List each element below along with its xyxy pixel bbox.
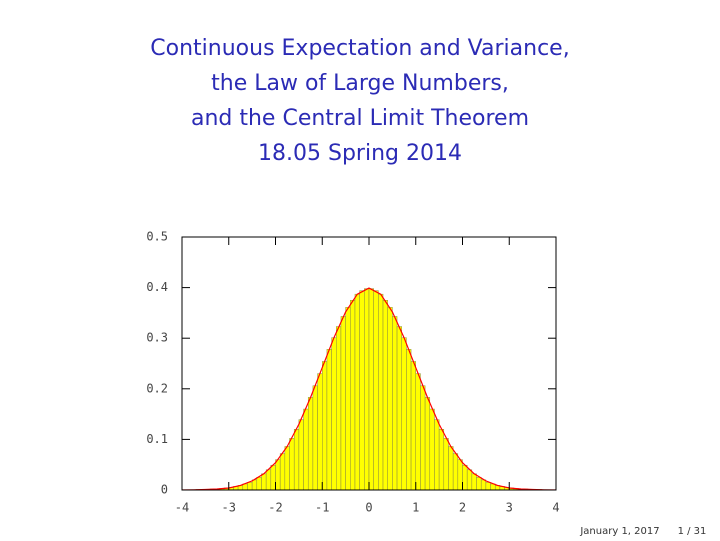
bar — [340, 316, 346, 491]
x-tick-label: 3 — [506, 501, 513, 515]
bar — [247, 482, 253, 491]
bar — [424, 397, 431, 491]
bar — [457, 459, 463, 491]
slide-title: the Law of Large Numbers, — [211, 71, 509, 96]
bar — [378, 293, 384, 491]
bar — [373, 290, 379, 491]
bar — [256, 477, 262, 491]
x-tick-label: 1 — [412, 501, 419, 515]
y-tick-label: 0.2 — [146, 381, 168, 395]
bar — [410, 361, 417, 491]
bar — [307, 397, 314, 491]
x-tick-label: -2 — [268, 501, 282, 515]
slide-title: Continuous Expectation and Variance, — [150, 36, 569, 61]
bar — [336, 326, 342, 491]
bar — [359, 290, 365, 491]
x-tick-label: -3 — [222, 501, 236, 515]
bar — [448, 446, 454, 491]
bar — [350, 300, 356, 491]
bar — [284, 446, 290, 491]
y-tick-label: 0.3 — [146, 331, 168, 345]
bar — [434, 419, 440, 491]
bar — [387, 307, 393, 491]
bar — [438, 429, 445, 491]
bar — [293, 429, 300, 491]
bar — [406, 349, 412, 491]
bar — [270, 464, 276, 491]
density-curve — [181, 287, 557, 491]
y-tick-label: 0 — [161, 483, 168, 497]
x-tick-label: -1 — [315, 501, 329, 515]
bar — [466, 469, 473, 491]
slide-title: 18.05 Spring 2014 — [258, 141, 462, 166]
bar — [368, 288, 374, 491]
bar — [317, 373, 323, 491]
bar — [420, 385, 426, 491]
bar — [392, 316, 398, 491]
bar — [312, 385, 318, 491]
y-tick-label: 0.5 — [146, 230, 168, 244]
date: January 1, 2017 — [579, 526, 659, 537]
x-tick-label: 0 — [365, 501, 372, 515]
bar — [480, 479, 487, 491]
page-number: 1 / 31 — [678, 526, 707, 537]
bar — [471, 473, 477, 491]
bar — [452, 453, 459, 491]
bar — [298, 419, 304, 491]
bar — [326, 349, 332, 491]
bar — [289, 438, 295, 491]
bar — [462, 464, 468, 491]
bar — [401, 337, 407, 491]
bar — [415, 373, 421, 491]
x-tick-label: 4 — [552, 501, 559, 515]
bar — [485, 482, 491, 491]
bar — [251, 479, 258, 491]
bar — [354, 293, 360, 491]
bar — [279, 453, 286, 491]
bar — [476, 477, 482, 491]
bar — [382, 300, 388, 491]
bar — [443, 438, 449, 491]
bar — [303, 408, 309, 491]
bar — [261, 473, 267, 491]
bar — [322, 361, 328, 491]
bar — [331, 337, 337, 491]
bar — [364, 288, 370, 491]
bar — [265, 469, 272, 491]
bar — [396, 326, 402, 491]
y-tick-label: 0.4 — [146, 280, 168, 294]
bar — [275, 459, 281, 491]
slide-title: and the Central Limit Theorem — [191, 106, 529, 131]
x-tick-label: 2 — [459, 501, 466, 515]
bar — [429, 408, 435, 491]
y-tick-label: 0.1 — [146, 432, 168, 446]
x-tick-label: -4 — [175, 501, 189, 515]
bar — [345, 307, 351, 491]
